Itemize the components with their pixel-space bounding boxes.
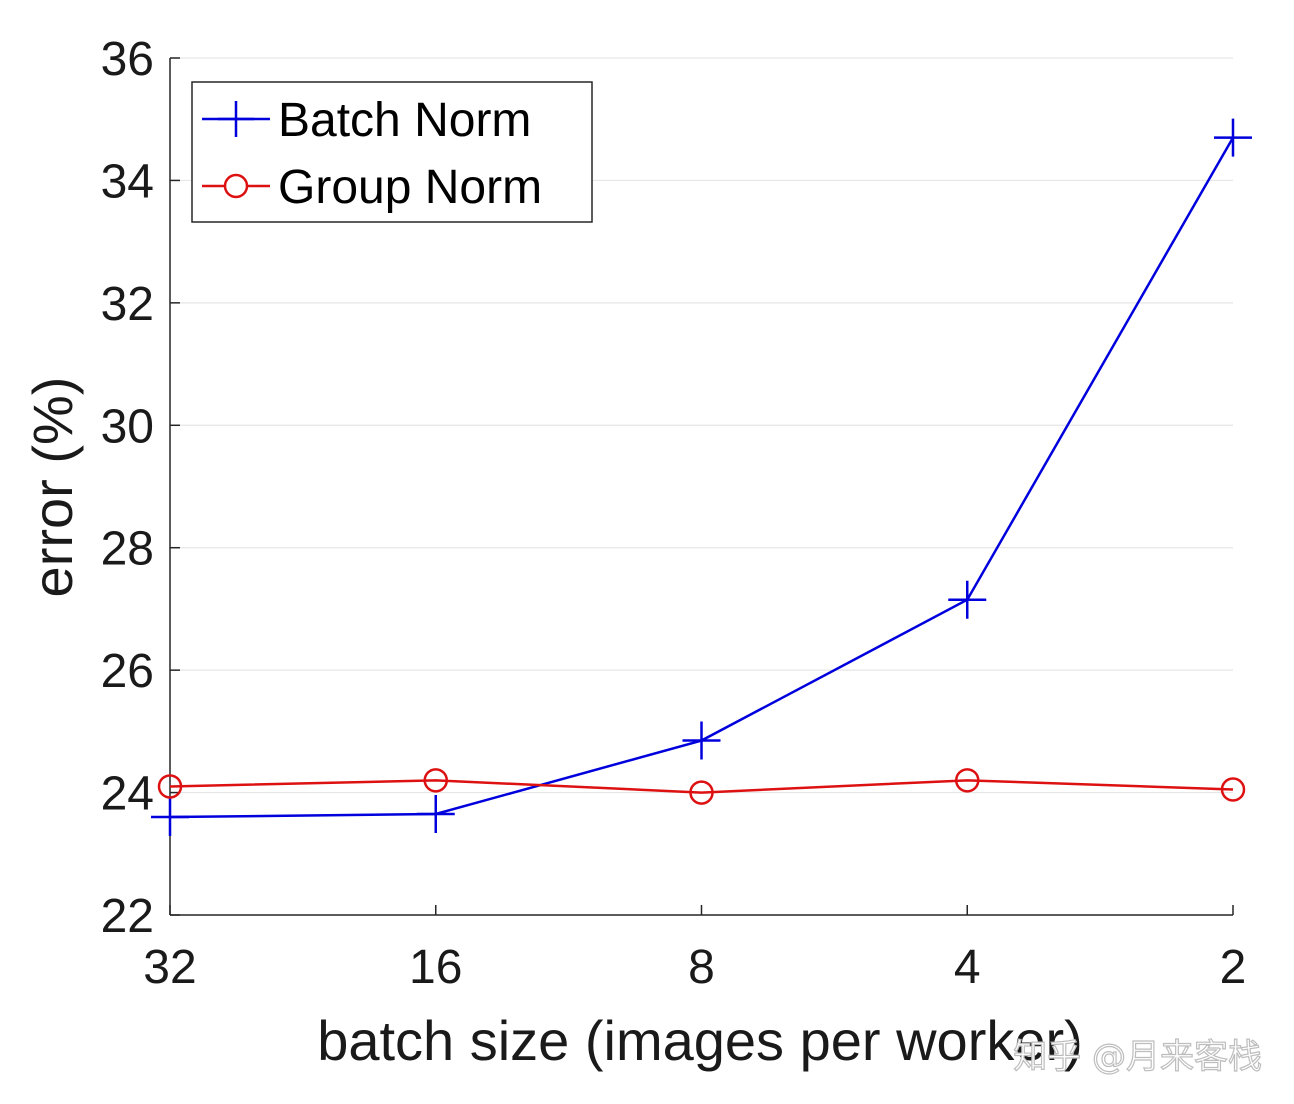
legend-label-group-norm: Group Norm [278, 161, 542, 214]
data-point-batch-norm [682, 721, 721, 760]
x-tick-label: 16 [409, 941, 462, 994]
y-tick-label: 32 [101, 278, 154, 331]
y-axis-title: error (%) [21, 377, 84, 598]
x-tick-label: 32 [143, 941, 196, 994]
legend-label-batch-norm: Batch Norm [278, 94, 531, 147]
legend-box [191, 81, 593, 223]
legend-entry-group-norm: Group Norm [202, 161, 542, 214]
x-tick-label: 4 [954, 941, 981, 994]
y-tick-label: 24 [101, 768, 154, 821]
legend-plus-marker [218, 101, 254, 137]
x-axis-title: batch size (images per worker) [317, 1009, 1083, 1072]
watermark-text: 知乎 @月来客栈 [1013, 1037, 1262, 1077]
legend: Batch Norm Group Norm [191, 81, 593, 223]
y-tick-label: 28 [101, 523, 154, 576]
data-point-batch-norm [1214, 118, 1252, 157]
y-ticks: 22 24 26 28 30 32 34 36 [101, 33, 180, 943]
y-tick-label: 26 [101, 645, 154, 698]
data-point-batch-norm [948, 580, 987, 619]
data-point-group-norm [955, 768, 980, 793]
y-tick-label: 36 [101, 33, 154, 86]
data-point-batch-norm [416, 794, 455, 833]
series-group-norm [157, 768, 1246, 805]
data-point-group-norm [1220, 777, 1246, 802]
data-point-group-norm [423, 768, 448, 793]
legend-circle-marker [223, 173, 249, 199]
series-line-batch-norm [169, 136, 1235, 819]
legend-entry-batch-norm: Batch Norm [202, 94, 531, 147]
series-line-group-norm [169, 779, 1234, 794]
x-ticks: 32 16 8 4 2 [143, 905, 1246, 994]
series-batch-norm [151, 118, 1252, 837]
x-tick-label: 8 [688, 941, 715, 994]
y-tick-label: 30 [101, 400, 154, 453]
data-point-group-norm [157, 774, 183, 799]
x-tick-label: 2 [1220, 941, 1247, 994]
data-point-batch-norm [151, 798, 189, 837]
data-point-group-norm [689, 780, 714, 805]
y-tick-label: 22 [101, 890, 154, 943]
y-tick-label: 34 [101, 155, 154, 208]
series-layer [151, 118, 1252, 837]
